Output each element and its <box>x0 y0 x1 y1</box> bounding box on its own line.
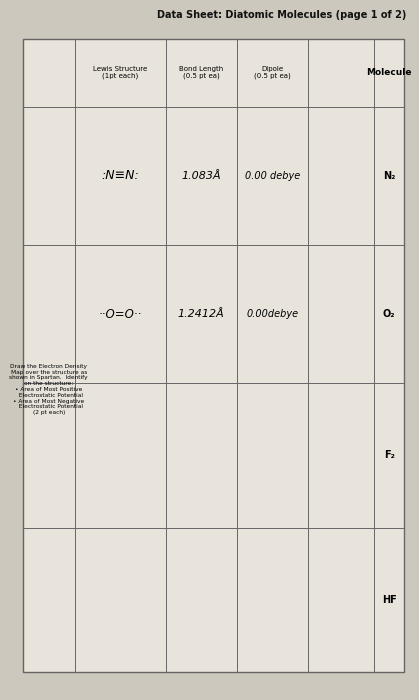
Text: F₂: F₂ <box>384 450 395 461</box>
Text: O₂: O₂ <box>383 309 396 319</box>
Text: Bond Length
(0.5 pt ea): Bond Length (0.5 pt ea) <box>179 66 223 80</box>
Text: Lewis Structure
(1pt each): Lewis Structure (1pt each) <box>93 66 147 80</box>
Text: HF: HF <box>382 595 396 605</box>
Text: 0.00 debye: 0.00 debye <box>245 171 300 181</box>
Text: 0.00debye: 0.00debye <box>246 309 298 319</box>
Text: Draw the Electron Density
Map over the structure as
shown in Spartan.  Identify
: Draw the Electron Density Map over the s… <box>10 364 88 415</box>
Text: N₂: N₂ <box>383 171 395 181</box>
Text: 1.2412Å: 1.2412Å <box>178 309 225 319</box>
Text: 1.083Å: 1.083Å <box>181 171 221 181</box>
Text: Dipole
(0.5 pt ea): Dipole (0.5 pt ea) <box>254 66 291 80</box>
Text: Data Sheet: Diatomic Molecules (page 1 of 2): Data Sheet: Diatomic Molecules (page 1 o… <box>157 10 406 20</box>
Text: :N≡N:: :N≡N: <box>101 169 139 183</box>
Text: Molecule: Molecule <box>366 68 412 77</box>
Text: ··O=O··: ··O=O·· <box>98 307 142 321</box>
